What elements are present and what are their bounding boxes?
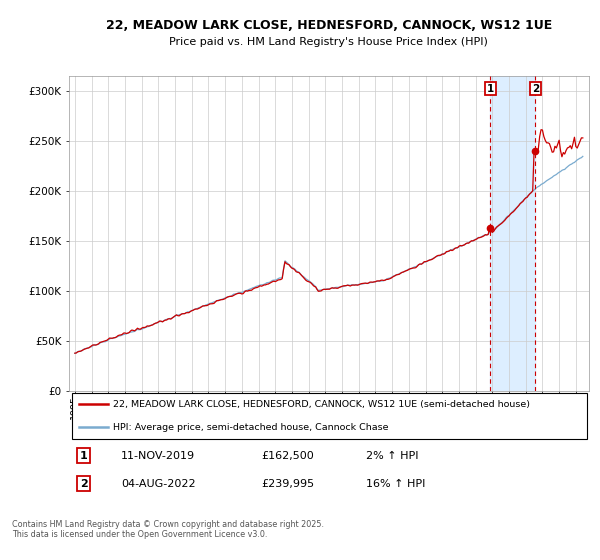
- Text: 2% ↑ HPI: 2% ↑ HPI: [365, 451, 418, 461]
- Text: 2: 2: [532, 83, 539, 94]
- Text: Price paid vs. HM Land Registry's House Price Index (HPI): Price paid vs. HM Land Registry's House …: [169, 37, 488, 47]
- Text: 1: 1: [80, 451, 88, 461]
- Text: 22, MEADOW LARK CLOSE, HEDNESFORD, CANNOCK, WS12 1UE: 22, MEADOW LARK CLOSE, HEDNESFORD, CANNO…: [106, 18, 552, 32]
- Text: 1: 1: [487, 83, 494, 94]
- Text: £162,500: £162,500: [262, 451, 314, 461]
- Bar: [490, 76, 535, 391]
- Text: HPI: Average price, semi-detached house, Cannock Chase: HPI: Average price, semi-detached house,…: [113, 423, 389, 432]
- Text: 04-AUG-2022: 04-AUG-2022: [121, 479, 196, 488]
- Text: £239,995: £239,995: [262, 479, 314, 488]
- Text: 11-NOV-2019: 11-NOV-2019: [121, 451, 195, 461]
- Text: 16% ↑ HPI: 16% ↑ HPI: [365, 479, 425, 488]
- Text: 22, MEADOW LARK CLOSE, HEDNESFORD, CANNOCK, WS12 1UE (semi-detached house): 22, MEADOW LARK CLOSE, HEDNESFORD, CANNO…: [113, 400, 530, 409]
- Text: 2: 2: [80, 479, 88, 488]
- Text: Contains HM Land Registry data © Crown copyright and database right 2025.
This d: Contains HM Land Registry data © Crown c…: [12, 520, 324, 539]
